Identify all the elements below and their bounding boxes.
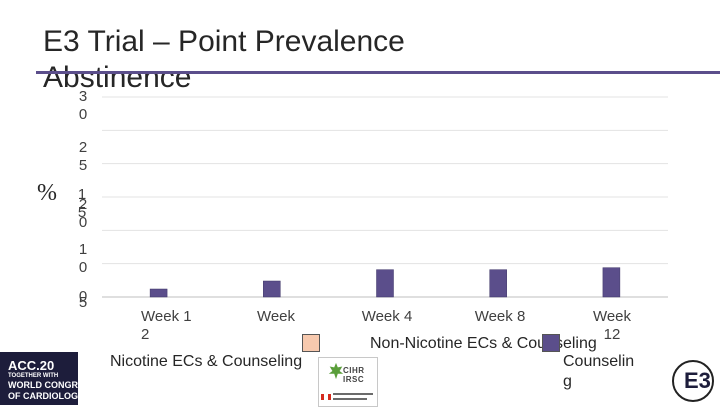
cihr-text: CIHR IRSC <box>343 366 365 384</box>
bar-counseling-3 <box>489 269 507 298</box>
cihr-logo: CIHR IRSC <box>318 357 378 407</box>
x-tick-label: Week 1 2 <box>141 308 192 343</box>
logo-together-text: TOGETHER WITH <box>8 373 59 379</box>
legend-label-nicotine: Nicotine ECs & Counseling <box>110 353 303 370</box>
bar-counseling-2 <box>376 269 394 298</box>
x-tick-label: Week 4 <box>361 308 413 325</box>
legend-swatch-counseling <box>542 334 560 352</box>
logo-text-line <box>333 393 373 395</box>
y-tick-label: 0 <box>78 288 88 305</box>
bar-counseling-0 <box>149 288 168 298</box>
e3-logo-text: E3 <box>684 368 711 393</box>
y-tick-label: 1 5 <box>77 186 87 221</box>
legend-swatch-non-nicotine <box>302 334 320 352</box>
chart-title: E3 Trial – Point Prevalence Abstinence <box>43 25 405 94</box>
bar-counseling-4 <box>602 267 621 298</box>
legend-label-non-nicotine: Non-Nicotine ECs & Counseling <box>370 335 597 352</box>
bar-counseling-1 <box>263 280 281 298</box>
canada-flag-icon <box>321 394 331 400</box>
y-tick-label: 2 0 <box>78 196 88 231</box>
logo-acc-text: ACC.20 <box>8 358 55 373</box>
y-tick-label: 5 <box>78 294 88 311</box>
x-tick-label: Week <box>256 308 296 325</box>
x-tick-label: Week 8 <box>474 308 526 325</box>
logo-cardiology-text: OF CARDIOLOGY <box>8 391 84 401</box>
cihr-leaf-icon <box>328 362 344 380</box>
y-tick-label: 3 0 <box>78 88 88 123</box>
e3-logo: E3 <box>672 360 714 402</box>
y-tick-label: 2 5 <box>78 139 88 174</box>
acc-wcc-logo: ACC.20 TOGETHER WITH WORLD CONGRESS OF C… <box>0 352 96 405</box>
legend-label-counseling: Counselin g <box>563 353 635 390</box>
logo-text-line <box>333 398 367 400</box>
y-tick-label: 1 0 <box>78 241 88 276</box>
x-tick-label: Week 12 <box>592 308 632 343</box>
y-axis-label: % <box>37 180 57 206</box>
title-underline <box>36 71 720 74</box>
logo-world-congress-text: WORLD CONGRESS <box>8 380 97 390</box>
